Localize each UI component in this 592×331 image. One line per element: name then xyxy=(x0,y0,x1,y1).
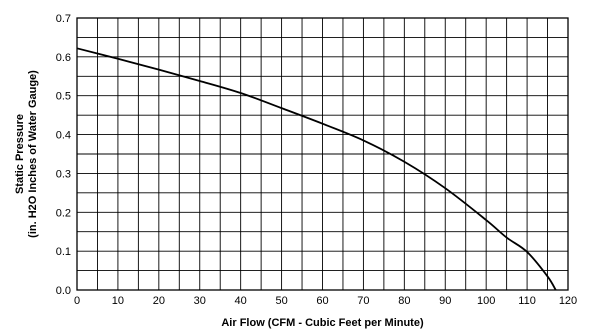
y-axis-title-line-1: Static Pressure xyxy=(14,114,26,194)
x-tick-label: 80 xyxy=(398,295,410,307)
x-tick-label: 100 xyxy=(477,295,495,307)
x-tick-label: 40 xyxy=(235,295,247,307)
y-tick-label: 0.1 xyxy=(56,246,71,258)
y-tick-label: 0.3 xyxy=(56,168,71,180)
y-tick-label: 0.7 xyxy=(56,13,71,25)
x-tick-label: 30 xyxy=(194,295,206,307)
x-tick-label: 10 xyxy=(112,295,124,307)
grid xyxy=(77,18,568,290)
x-tick-label: 110 xyxy=(518,295,536,307)
plot-frame xyxy=(76,17,569,291)
x-tick-label: 70 xyxy=(357,295,369,307)
x-axis-title: Air Flow (CFM - Cubic Feet per Minute) xyxy=(221,317,424,329)
y-tick-label: 0.2 xyxy=(56,207,71,219)
y-axis-title-line-2: (in. H2O Inches of Water Gauge) xyxy=(27,70,39,238)
x-tick-label: 20 xyxy=(153,295,165,307)
x-tick-label: 0 xyxy=(74,295,80,307)
y-tick-label: 0.0 xyxy=(56,285,71,297)
x-tick-label: 90 xyxy=(439,295,451,307)
x-tick-labels: 0 10 20 30 40 50 60 70 80 90 100 110 120 xyxy=(74,295,577,307)
pressure-curve xyxy=(76,47,557,291)
y-tick-labels: 0.0 0.1 0.2 0.3 0.4 0.5 0.6 0.7 xyxy=(56,13,71,297)
x-tick-label: 120 xyxy=(559,295,577,307)
y-tick-label: 0.5 xyxy=(56,91,71,103)
y-tick-label: 0.6 xyxy=(56,52,71,64)
y-tick-label: 0.4 xyxy=(56,130,71,142)
x-tick-label: 60 xyxy=(316,295,328,307)
x-tick-label: 50 xyxy=(275,295,287,307)
